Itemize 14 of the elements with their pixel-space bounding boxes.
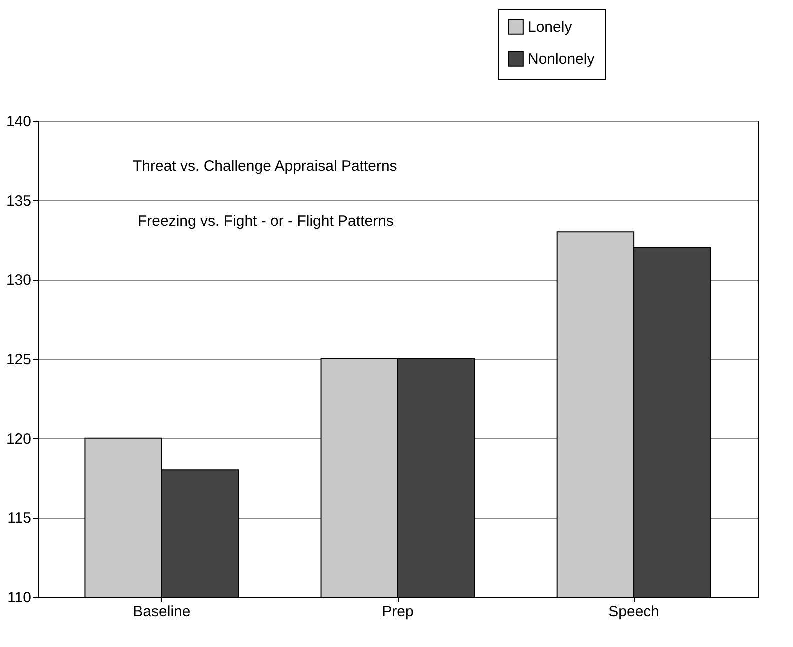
y-tick-label: 125 [6,352,32,368]
annotation: Freezing vs. Fight - or - Flight Patterns [138,213,394,230]
y-tick-label: 110 [8,590,32,606]
y-tick-label: 115 [8,510,32,528]
x-tick-label: Prep [382,604,414,620]
y-tick-label: 140 [6,114,32,130]
annotation: Threat vs. Challenge Appraisal Patterns [133,158,398,175]
x-tick-label: Speech [608,604,660,620]
y-tick-label: 120 [6,430,32,448]
y-tick-label: 130 [6,272,32,290]
x-tick-label: Baseline [133,604,191,620]
legend-label: Nonlonely [528,51,596,68]
legend-label: Lonely [528,19,573,36]
y-tick-label: 135 [6,192,32,210]
